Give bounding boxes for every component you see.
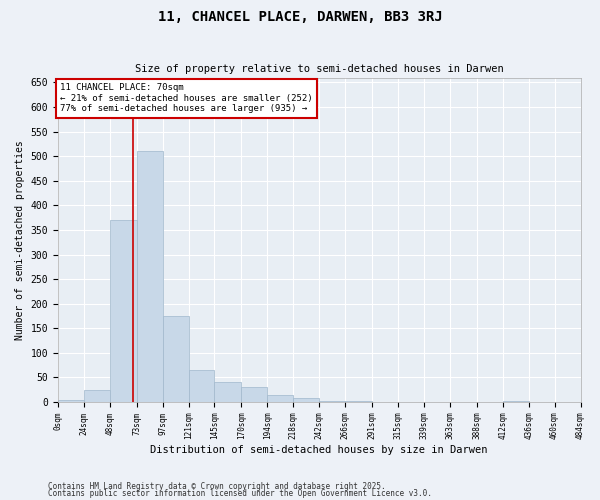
X-axis label: Distribution of semi-detached houses by size in Darwen: Distribution of semi-detached houses by …	[151, 445, 488, 455]
Bar	[214, 382, 241, 402]
Bar	[293, 398, 319, 402]
Text: Contains HM Land Registry data © Crown copyright and database right 2025.: Contains HM Land Registry data © Crown c…	[48, 482, 386, 491]
Bar	[188, 370, 214, 402]
Bar	[110, 220, 137, 402]
Bar	[137, 152, 163, 402]
Y-axis label: Number of semi-detached properties: Number of semi-detached properties	[15, 140, 25, 340]
Bar	[163, 316, 188, 402]
Title: Size of property relative to semi-detached houses in Darwen: Size of property relative to semi-detach…	[135, 64, 503, 74]
Text: 11, CHANCEL PLACE, DARWEN, BB3 3RJ: 11, CHANCEL PLACE, DARWEN, BB3 3RJ	[158, 10, 442, 24]
Bar	[268, 394, 293, 402]
Bar	[84, 390, 110, 402]
Text: 11 CHANCEL PLACE: 70sqm
← 21% of semi-detached houses are smaller (252)
77% of s: 11 CHANCEL PLACE: 70sqm ← 21% of semi-de…	[60, 84, 313, 114]
Bar	[319, 401, 345, 402]
Bar	[58, 400, 84, 402]
Bar	[241, 387, 268, 402]
Bar	[503, 401, 529, 402]
Text: Contains public sector information licensed under the Open Government Licence v3: Contains public sector information licen…	[48, 490, 432, 498]
